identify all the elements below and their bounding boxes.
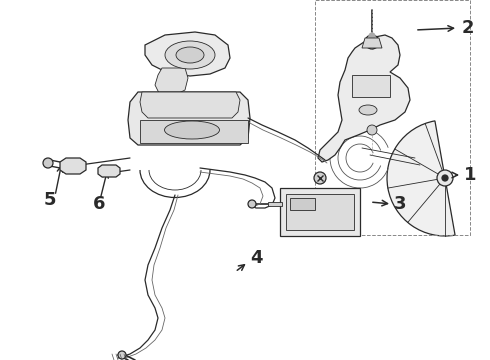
Circle shape (248, 200, 256, 208)
Text: 5: 5 (44, 191, 56, 209)
Ellipse shape (165, 121, 220, 139)
Text: 6: 6 (93, 195, 105, 213)
Bar (280, 188, 360, 236)
Polygon shape (145, 32, 230, 76)
Text: 2: 2 (462, 19, 474, 37)
Ellipse shape (176, 47, 204, 63)
Circle shape (442, 175, 448, 181)
Circle shape (43, 158, 53, 168)
Bar (290, 198, 315, 210)
Polygon shape (60, 158, 86, 174)
Circle shape (314, 172, 326, 184)
Ellipse shape (165, 41, 215, 69)
Circle shape (367, 125, 377, 135)
Wedge shape (387, 121, 455, 236)
Polygon shape (362, 38, 382, 48)
Bar (352, 75, 390, 97)
Circle shape (365, 35, 379, 49)
Bar (315, 0, 470, 235)
Polygon shape (155, 68, 188, 95)
Polygon shape (128, 92, 250, 145)
Text: 3: 3 (394, 195, 407, 213)
Polygon shape (318, 35, 410, 162)
Text: 1: 1 (464, 166, 476, 184)
Text: 4: 4 (250, 249, 263, 267)
Polygon shape (98, 165, 120, 177)
Circle shape (437, 170, 453, 186)
Bar (286, 194, 354, 230)
Polygon shape (140, 92, 240, 118)
Ellipse shape (359, 105, 377, 115)
Polygon shape (268, 202, 282, 206)
Circle shape (118, 351, 126, 359)
Bar (140, 120, 248, 143)
Circle shape (369, 33, 375, 39)
